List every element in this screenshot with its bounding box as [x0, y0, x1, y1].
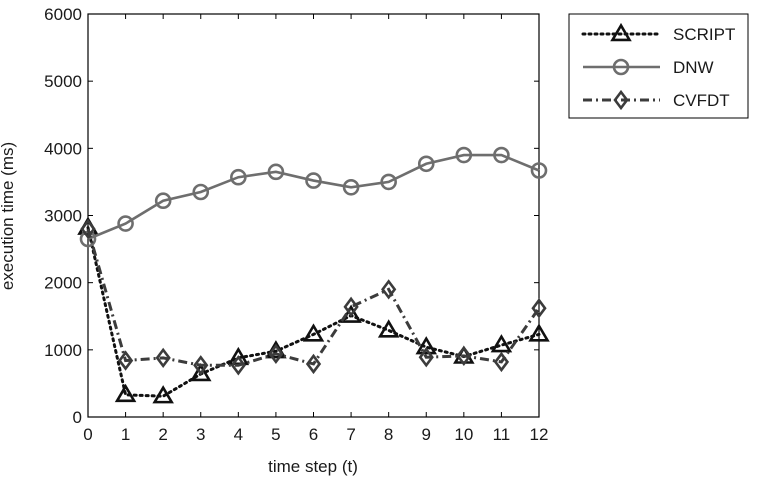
data-point-cvfdt: [343, 296, 359, 318]
y-tick-label: 1000: [44, 341, 82, 360]
data-point-dnw: [493, 146, 510, 164]
series-line-cvfdt: [86, 228, 541, 367]
data-point-script: [377, 319, 400, 338]
x-tick-label: 6: [309, 425, 318, 444]
x-tick-label: 9: [422, 425, 431, 444]
x-tick-label: 12: [530, 425, 549, 444]
y-tick-label: 5000: [44, 72, 82, 91]
x-tick-label: 7: [346, 425, 355, 444]
x-tick-label: 8: [384, 425, 393, 444]
data-point-script: [302, 323, 325, 342]
legend-marker-cvfdt: [613, 89, 629, 111]
x-tick-label: 0: [83, 425, 92, 444]
legend-label-script: SCRIPT: [673, 25, 735, 44]
x-axis-label: time step (t): [268, 457, 358, 476]
legend-marker-dnw: [612, 58, 630, 76]
data-point-dnw: [530, 162, 548, 179]
series-line-dnw: [87, 153, 540, 241]
x-tick-label: 11: [493, 425, 511, 444]
data-point-cvfdt: [531, 298, 547, 319]
data-point-dnw: [192, 183, 210, 201]
legend-label-cvfdt: CVFDT: [673, 91, 730, 110]
data-point-cvfdt: [305, 353, 322, 375]
data-point-script: [415, 336, 438, 355]
y-tick-label: 3000: [44, 207, 82, 226]
series-layer: [77, 146, 550, 404]
x-tick-label: 10: [454, 425, 473, 444]
data-point-dnw: [417, 155, 435, 173]
data-point-dnw: [305, 172, 322, 189]
data-point-cvfdt: [381, 279, 397, 300]
data-point-cvfdt: [230, 355, 246, 376]
y-tick-label: 0: [73, 408, 82, 427]
y-tick-label: 2000: [44, 274, 82, 293]
x-axis: 0 1 2 3 4 5 6 7 8 9 10 11 12: [83, 14, 548, 444]
x-tick-label: 2: [158, 425, 167, 444]
series-cvfdt: [80, 218, 547, 376]
data-point-script: [114, 383, 137, 403]
legend-label-dnw: DNW: [673, 58, 714, 77]
x-tick-label: 3: [196, 425, 205, 444]
data-point-cvfdt: [155, 347, 171, 369]
data-point-dnw: [267, 163, 285, 181]
data-point-cvfdt: [193, 355, 209, 376]
data-point-dnw: [455, 146, 473, 164]
y-tick-label: 4000: [44, 139, 82, 158]
x-tick-label: 4: [234, 425, 243, 444]
data-point-cvfdt: [493, 351, 510, 373]
data-point-script: [189, 362, 212, 382]
legend: SCRIPT DNW CVFDT: [568, 13, 749, 119]
data-point-dnw: [230, 168, 247, 186]
data-point-cvfdt: [418, 347, 434, 368]
data-point-cvfdt: [117, 350, 134, 371]
data-point-cvfdt: [456, 345, 472, 367]
y-axis: 0 1000 2000 3000 4000 5000 6000: [44, 5, 539, 427]
series-dnw: [79, 146, 548, 248]
data-point-dnw: [154, 192, 172, 210]
data-point-dnw: [380, 173, 397, 191]
data-point-dnw: [342, 178, 360, 196]
y-tick-label: 6000: [44, 5, 82, 24]
y-axis-label: execution time (ms): [0, 142, 17, 290]
x-tick-label: 5: [271, 425, 280, 444]
data-point-script: [152, 385, 174, 404]
data-point-dnw: [117, 215, 134, 232]
data-point-cvfdt: [268, 343, 284, 365]
legend-marker-script: [610, 22, 632, 42]
data-point-cvfdt: [80, 218, 96, 240]
data-point-script: [528, 323, 550, 342]
data-point-script: [490, 334, 513, 353]
x-tick-label: 1: [121, 425, 130, 444]
